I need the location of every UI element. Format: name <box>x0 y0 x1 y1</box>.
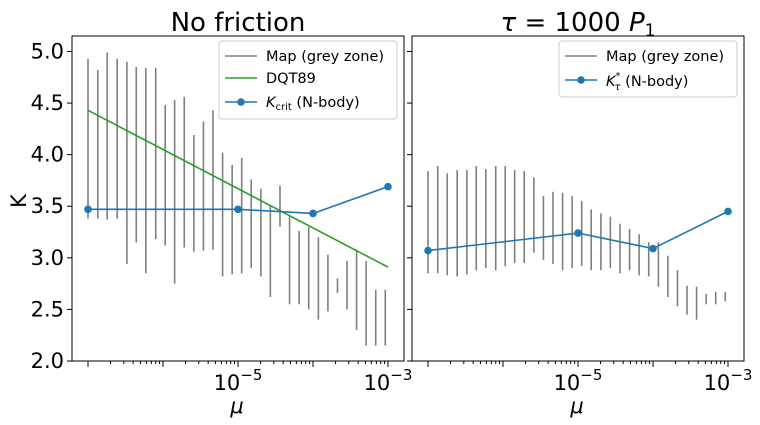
nbody-point <box>424 246 432 255</box>
y-tick-label: 4.5 <box>31 91 64 115</box>
x-tick-label-base: 10 <box>554 371 581 395</box>
legend-label-ktau-sup: * <box>616 71 621 82</box>
legend-box <box>218 40 398 120</box>
x-tick-label-exponent: −3 <box>730 366 752 384</box>
legend-label-ktau-sub: τ <box>615 82 622 93</box>
legend-label-kcrit-main: K <box>266 95 277 111</box>
y-tick-label: 2.0 <box>31 349 64 373</box>
x-ticks: 10−5 10−3 <box>427 361 753 395</box>
x-tick-label-base: 10 <box>364 371 391 395</box>
legend-box <box>558 40 738 98</box>
y-tick-label: 2.5 <box>31 297 64 321</box>
x-tick-label: 10−3 <box>704 366 753 395</box>
nbody-line <box>88 185 389 215</box>
x-tick-label-exponent: −5 <box>240 366 262 384</box>
title-sub: 1 <box>645 21 656 41</box>
y-tick-label: 3.0 <box>31 246 64 270</box>
x-tick-label: 10−5 <box>554 366 603 395</box>
title-tau: τ <box>501 8 517 38</box>
title-p: P <box>629 8 645 38</box>
title-eq: = 1000 <box>516 8 629 38</box>
legend-label-ktau-suffix: (N-body) <box>621 74 689 90</box>
nbody-point <box>649 244 657 253</box>
x-axis-label: μ <box>569 394 583 418</box>
legend: Map (grey zone) K* τ (N-body) <box>558 40 738 98</box>
nbody-line <box>427 210 729 252</box>
y-tick-label: 4.0 <box>31 143 64 167</box>
legend-marker-kcrit <box>237 98 245 106</box>
legend-label-kcrit-suffix: (N-body) <box>292 95 360 111</box>
x-tick-label-base: 10 <box>214 371 241 395</box>
nbody-point <box>309 209 317 218</box>
nbody-point <box>574 229 582 237</box>
legend-label-ktau-main: K <box>606 74 617 90</box>
legend-label-ktau: K* τ (N-body) <box>606 71 688 93</box>
x-tick-label: 10−5 <box>214 366 263 395</box>
panel-tau-1000: τ = 1000 P1 μ 10−5 10−3 Map (grey zone) K… <box>407 8 752 418</box>
panel-title: τ = 1000 P1 <box>501 8 656 41</box>
legend-label-map: Map (grey zone) <box>266 49 384 65</box>
legend-marker-ktau <box>577 76 585 84</box>
legend-label-kcrit: Kcrit (N-body) <box>266 95 360 113</box>
legend-label-dqt89: DQT89 <box>266 71 316 87</box>
y-ticks: 2.0 2.5 3.0 3.5 4.0 4.5 5.0 <box>31 39 72 373</box>
legend-label-map: Map (grey zone) <box>606 49 724 65</box>
x-ticks: 10−5 10−3 <box>87 361 413 395</box>
y-ticks <box>407 50 412 362</box>
nbody-point <box>84 205 92 214</box>
y-tick-label: 3.5 <box>31 194 64 218</box>
x-tick-label-exponent: −3 <box>390 366 412 384</box>
x-tick-label-exponent: −5 <box>580 366 602 384</box>
nbody-point <box>384 182 392 191</box>
panel-no-friction: No friction K μ 2.0 2.5 3.0 3.5 4.0 4.5 5.0 10… <box>7 8 412 418</box>
nbody-point <box>234 205 242 214</box>
y-tick-label: 5.0 <box>31 39 64 63</box>
dqt89-line <box>87 109 389 268</box>
x-axis-label: μ <box>229 394 243 418</box>
plot-area <box>424 166 732 320</box>
legend: Map (grey zone) DQT89 Kcrit (N-body) <box>218 40 398 120</box>
x-tick-label: 10−3 <box>364 366 413 395</box>
plot-area <box>84 52 392 346</box>
x-tick-label-base: 10 <box>704 371 731 395</box>
panel-title: No friction <box>171 8 306 38</box>
nbody-point <box>724 207 732 216</box>
legend-label-kcrit-sub: crit <box>276 102 292 113</box>
y-axis-label: K <box>7 193 31 208</box>
